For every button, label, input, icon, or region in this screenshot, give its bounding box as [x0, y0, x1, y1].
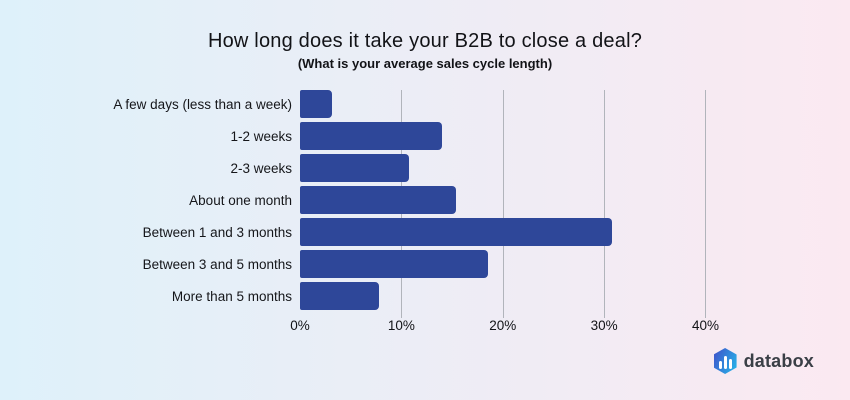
bar — [300, 218, 613, 246]
bar — [300, 90, 333, 118]
gridline-40 — [705, 90, 707, 318]
bar — [300, 282, 380, 310]
category-label: 1-2 weeks — [230, 128, 292, 144]
databox-hexagon-bars-icon — [713, 348, 737, 374]
bar — [300, 154, 410, 182]
bar — [300, 186, 457, 214]
brand-name: databox — [743, 350, 814, 371]
x-tick-label-20: 20% — [489, 318, 517, 333]
x-tick-label-30: 30% — [590, 318, 618, 333]
chart-subtitle: (What is your average sales cycle length… — [297, 56, 553, 71]
category-label: About one month — [189, 192, 292, 208]
gridline-20 — [502, 90, 504, 318]
category-labels-column: A few days (less than a week) 1-2 weeks 2-… — [110, 88, 300, 312]
chart-title: How long does it take your B2B to close … — [207, 30, 643, 52]
bar-track — [300, 216, 746, 248]
category-label: Between 3 and 5 months — [142, 256, 292, 272]
x-tick-label-40: 40% — [691, 318, 719, 333]
plot-area — [300, 88, 746, 318]
bar-track — [300, 248, 746, 280]
bar-track — [300, 280, 746, 312]
bar — [300, 122, 442, 150]
bar — [300, 250, 488, 278]
bar-chart: A few days (less than a week) 1-2 weeks 2-… — [110, 88, 746, 318]
category-label: Between 1 and 3 months — [142, 224, 292, 240]
x-tick-label-0: 0% — [290, 318, 310, 333]
x-tick-label-10: 10% — [387, 318, 415, 333]
category-label: More than 5 months — [171, 288, 292, 304]
x-axis: 0% 10% 20% 30% 40% — [290, 318, 746, 336]
bar-track — [300, 120, 746, 152]
bar-track — [300, 152, 746, 184]
gridline-30 — [604, 90, 606, 318]
category-label: 2-3 weeks — [230, 160, 292, 176]
category-label: A few days (less than a week) — [113, 96, 292, 112]
bar-track — [300, 88, 746, 120]
databox-logo[interactable]: databox — [713, 348, 814, 374]
bar-track — [300, 184, 746, 216]
